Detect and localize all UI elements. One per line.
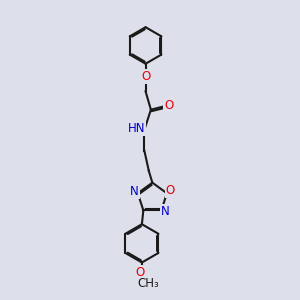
Text: O: O xyxy=(166,184,175,197)
Text: N: N xyxy=(160,206,169,218)
Text: CH₃: CH₃ xyxy=(138,277,160,290)
Text: N: N xyxy=(130,185,139,198)
Text: HN: HN xyxy=(128,122,145,135)
Text: O: O xyxy=(141,70,150,83)
Text: O: O xyxy=(164,99,173,112)
Text: O: O xyxy=(135,266,144,279)
